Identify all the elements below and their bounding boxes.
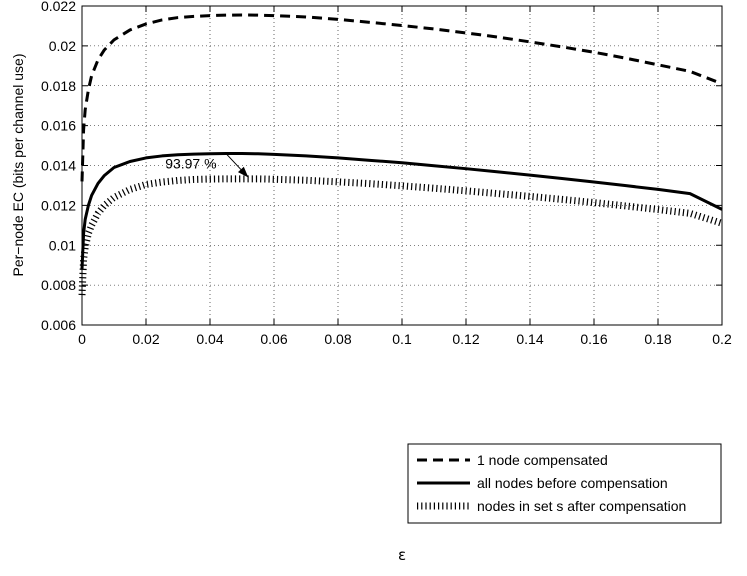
x-tick-label: 0.02	[132, 331, 159, 347]
x-tick-label: 0.16	[580, 331, 607, 347]
ticks	[81, 5, 723, 326]
annotation-label: 93.97 %	[165, 155, 216, 171]
x-tick-label: 0.06	[260, 331, 287, 347]
tick-labels: 0 0.02 0.04 0.06 0.08 0.1 0.12 0.14 0.16 0.18 0.2 0…	[41, 0, 732, 347]
grid	[82, 6, 722, 325]
x-tick-label: 0	[78, 331, 86, 347]
x-tick-label: 0.1	[392, 331, 412, 347]
y-axis-label: Per−node EC (bits per channel use)	[10, 54, 26, 277]
x-tick-label: 0.04	[196, 331, 223, 347]
series-line-1	[80, 152, 723, 270]
x-axis-label: ε	[398, 546, 406, 564]
y-tick-label: 0.006	[41, 317, 76, 333]
y-tick-label: 0.018	[41, 78, 76, 94]
y-tick-label: 0.014	[41, 158, 76, 174]
x-tick-label: 0.08	[324, 331, 351, 347]
x-tick-label: 0.12	[452, 331, 479, 347]
series-line-0	[80, 13, 723, 182]
annotation-arrow-head	[237, 166, 249, 178]
y-tick-label: 0.02	[49, 38, 76, 54]
y-tick-label: 0.008	[41, 277, 76, 293]
x-tick-label: 0.14	[516, 331, 543, 347]
legend-label-1-node-compensated: 1 node compensated	[477, 452, 608, 468]
y-tick-label: 0.01	[49, 237, 76, 253]
x-tick-label: 0.2	[712, 331, 732, 347]
x-tick-label: 0.18	[644, 331, 671, 347]
legend-label-all-nodes-before: all nodes before compensation	[477, 475, 668, 491]
legend: 1 node compensated all nodes before comp…	[407, 443, 722, 524]
legend-label-nodes-set-s-after: nodes in set s after compensation	[477, 498, 686, 514]
y-tick-label: 0.012	[41, 197, 76, 213]
series-layer	[78, 13, 724, 296]
y-tick-label: 0.016	[41, 118, 76, 134]
y-tick-label: 0.022	[41, 0, 76, 14]
annotation: 93.97 %	[165, 153, 249, 178]
